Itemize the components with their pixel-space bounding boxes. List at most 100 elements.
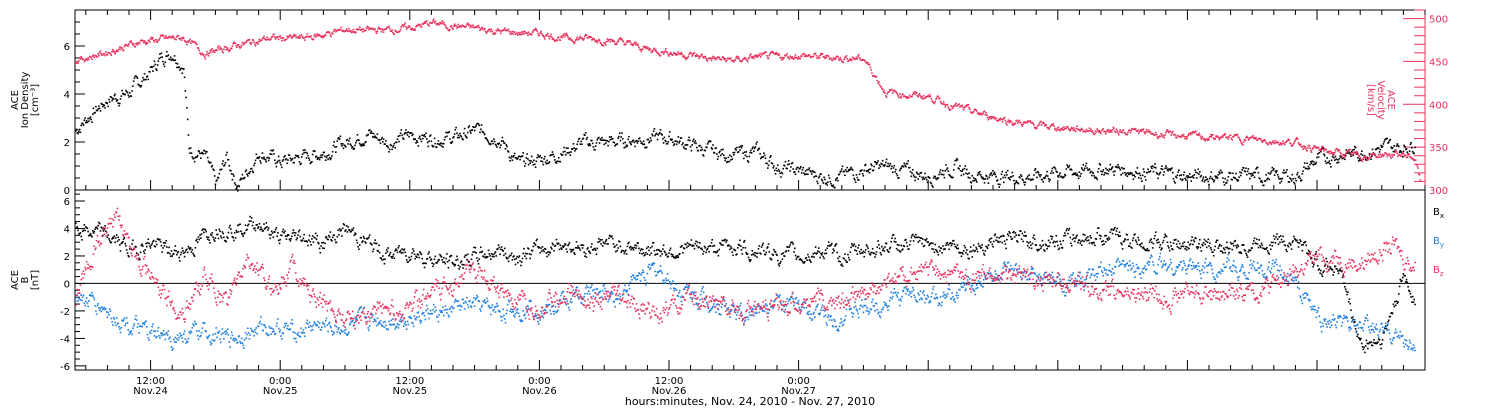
data-point-density — [1179, 178, 1182, 180]
data-point-density — [1345, 149, 1348, 151]
data-point-density — [737, 151, 740, 153]
data-point-density — [232, 173, 234, 176]
data-point-bx — [886, 249, 889, 251]
data-point-bx — [553, 249, 555, 252]
data-point-density — [518, 155, 521, 158]
data-point-bx — [333, 234, 335, 237]
data-point-velocity — [443, 23, 446, 26]
data-point-velocity — [720, 59, 723, 61]
data-point-bx — [242, 235, 244, 237]
data-point-density — [529, 162, 531, 164]
data-point-bx — [211, 232, 214, 234]
data-point-bx — [1073, 237, 1075, 239]
data-point-density — [1168, 168, 1170, 170]
data-point-density — [1023, 181, 1025, 184]
data-point-density — [1212, 181, 1215, 183]
data-point-density — [303, 151, 305, 154]
data-point-velocity — [750, 56, 753, 58]
data-point-density — [1183, 171, 1186, 174]
data-point-bx — [996, 236, 998, 239]
data-point-velocity — [709, 57, 711, 60]
data-point-velocity — [169, 35, 172, 38]
data-point-velocity — [279, 35, 281, 37]
data-point-bx — [920, 237, 923, 239]
data-point-velocity — [968, 106, 970, 109]
data-point-density — [1381, 145, 1384, 148]
data-point-density — [777, 164, 779, 166]
data-point-velocity — [500, 32, 502, 35]
data-point-velocity — [135, 42, 138, 45]
data-point-bx — [809, 259, 811, 262]
data-point-bx — [147, 238, 150, 241]
data-point-velocity — [1065, 127, 1068, 130]
data-point-density — [956, 157, 958, 160]
data-point-velocity — [687, 55, 690, 58]
data-point-density — [308, 157, 310, 159]
data-point-bx — [806, 259, 808, 261]
data-point-velocity — [1367, 159, 1369, 161]
data-point-bx — [551, 247, 553, 250]
data-point-bx — [650, 252, 653, 254]
data-point-density — [391, 148, 393, 151]
data-point-density — [929, 181, 932, 184]
data-point-velocity — [574, 41, 576, 43]
data-point-velocity — [102, 54, 104, 56]
data-point-bx — [142, 250, 145, 253]
data-point-bx — [541, 246, 544, 248]
data-point-velocity — [394, 29, 396, 32]
data-point-density — [142, 76, 144, 79]
data-point-velocity — [768, 54, 771, 57]
data-point-velocity — [1139, 129, 1142, 131]
data-point-density — [856, 176, 859, 179]
data-point-velocity — [781, 56, 784, 59]
data-point-velocity — [294, 35, 296, 37]
data-point-velocity — [865, 61, 868, 64]
data-point-bx — [510, 252, 513, 255]
data-point-bx — [994, 233, 997, 235]
data-point-bx — [1057, 244, 1059, 247]
data-point-density — [302, 149, 305, 152]
data-point-velocity — [1415, 159, 1417, 161]
data-point-bx — [682, 252, 684, 254]
data-point-density — [882, 164, 885, 167]
data-point-density — [707, 141, 710, 144]
data-point-velocity — [165, 35, 167, 37]
data-point-bx — [1099, 237, 1102, 240]
data-point-velocity — [1148, 129, 1150, 131]
data-point-density — [727, 156, 730, 159]
data-point-bx — [443, 256, 445, 259]
data-point-density — [199, 152, 201, 155]
data-point-bx — [628, 247, 631, 249]
data-point-density — [1326, 157, 1328, 159]
data-point-velocity — [148, 39, 150, 42]
data-point-velocity — [331, 33, 334, 35]
data-point-density — [328, 156, 331, 159]
data-point-bx — [1085, 237, 1088, 239]
data-point-velocity — [156, 41, 159, 43]
data-point-bx — [1043, 250, 1046, 252]
data-point-velocity — [1006, 120, 1009, 123]
data-point-velocity — [1161, 135, 1164, 138]
data-point-bx — [1074, 240, 1076, 243]
data-point-bx — [722, 244, 724, 246]
data-point-velocity — [690, 52, 693, 55]
data-point-velocity — [490, 29, 493, 31]
data-point-bx — [534, 244, 537, 246]
data-point-density — [1242, 167, 1245, 169]
data-point-bx — [595, 253, 598, 256]
data-point-velocity — [540, 32, 543, 35]
data-point-bx — [429, 256, 431, 259]
data-point-velocity — [793, 58, 795, 60]
data-point-velocity — [717, 56, 720, 58]
data-point-density — [430, 140, 433, 143]
data-point-velocity — [523, 33, 525, 35]
data-point-density — [473, 129, 476, 132]
data-point-density — [1121, 172, 1124, 175]
data-point-velocity — [714, 58, 717, 61]
data-point-density — [1153, 166, 1156, 169]
data-point-velocity — [818, 57, 821, 59]
data-point-velocity — [1280, 144, 1283, 146]
data-point-bx — [835, 243, 838, 245]
data-point-density — [617, 137, 619, 140]
data-point-velocity — [249, 42, 251, 44]
